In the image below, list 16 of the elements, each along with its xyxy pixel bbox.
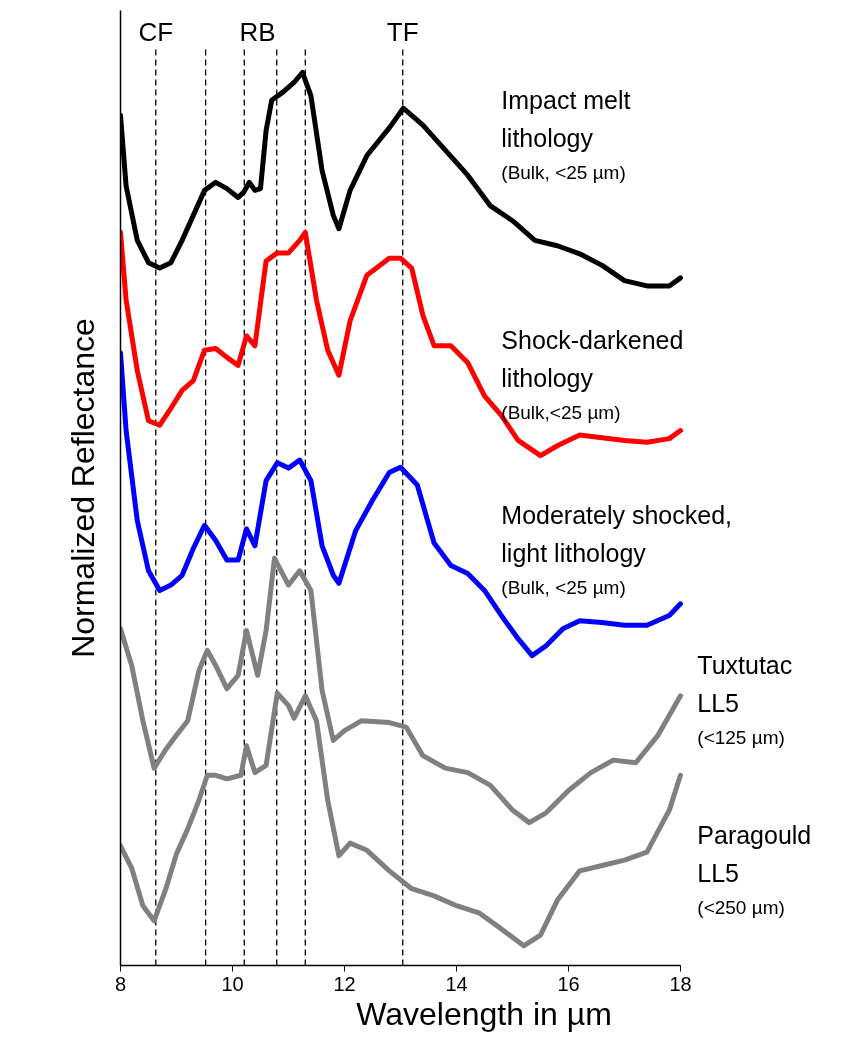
series-label: Shock-darkened lithology (Bulk,<25 µm) (501, 326, 684, 424)
x-tick-label: 18 (669, 972, 692, 995)
series-label: Impact melt lithology (Bulk, <25 µm) (501, 85, 631, 183)
series-label: Moderately shocked, light lithology (Bulk, <25 µm) (501, 501, 732, 599)
x-axis-title: Wavelength in µm (356, 995, 612, 1032)
text: RB (239, 16, 276, 47)
x-tick-label: 16 (557, 972, 580, 995)
ref-line-label: TF (386, 16, 419, 47)
x-tick-label: 8 (114, 972, 127, 995)
ref-line-label: CF (138, 16, 174, 47)
x-tick-label: 10 (221, 972, 244, 995)
series-label: Paragould LL5 (<250 µm) (697, 820, 812, 918)
y-axis-title: Normalized Reflectance (64, 318, 101, 658)
x-tick-label: 12 (333, 972, 356, 995)
x-tick-label: 14 (445, 972, 468, 995)
series-label: Tuxtutac LL5 (<125 µm) (697, 651, 793, 749)
